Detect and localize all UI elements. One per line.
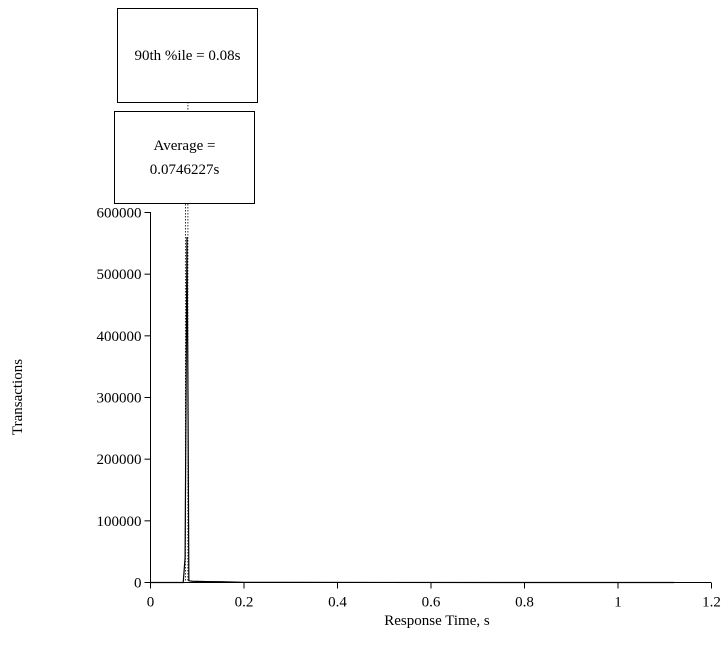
x-tick-label: 0.6 [422,595,441,611]
x-tick-label: 0.2 [235,595,254,611]
y-tick-label: 500000 [97,267,142,283]
average-annotation-value: 0.0746227s [150,162,220,178]
y-tick-label: 600000 [97,206,142,222]
x-tick-label: 1 [614,595,622,611]
x-axis-ticks: 0 0.2 0.4 0.6 0.8 1 1.2 [147,582,721,611]
y-tick-label: 400000 [97,329,142,345]
x-tick-label: 1.2 [702,595,721,611]
percentile-annotation-box [117,8,258,103]
average-annotation-box [114,111,255,204]
x-tick-label: 0 [147,595,155,611]
x-tick-label: 0.4 [328,595,347,611]
y-tick-label: 200000 [97,452,142,468]
average-annotation: Average = 0.0746227s [114,111,255,204]
x-tick-label: 0.8 [515,595,534,611]
y-tick-label: 0 [134,576,142,592]
average-annotation-label: Average = [154,138,216,154]
axes [150,212,711,583]
y-tick-label: 100000 [97,514,142,530]
percentile-annotation: 90th %ile = 0.08s [117,8,258,103]
y-axis-ticks: 0 100000 200000 300000 400000 500000 600000 [97,206,151,592]
series-line-transactions [150,237,675,584]
x-axis-label: Response Time, s [384,613,490,629]
y-axis-label: Transactions [10,359,26,435]
percentile-annotation-label: 90th %ile = 0.08s [135,48,241,64]
y-tick-label: 300000 [97,391,142,407]
